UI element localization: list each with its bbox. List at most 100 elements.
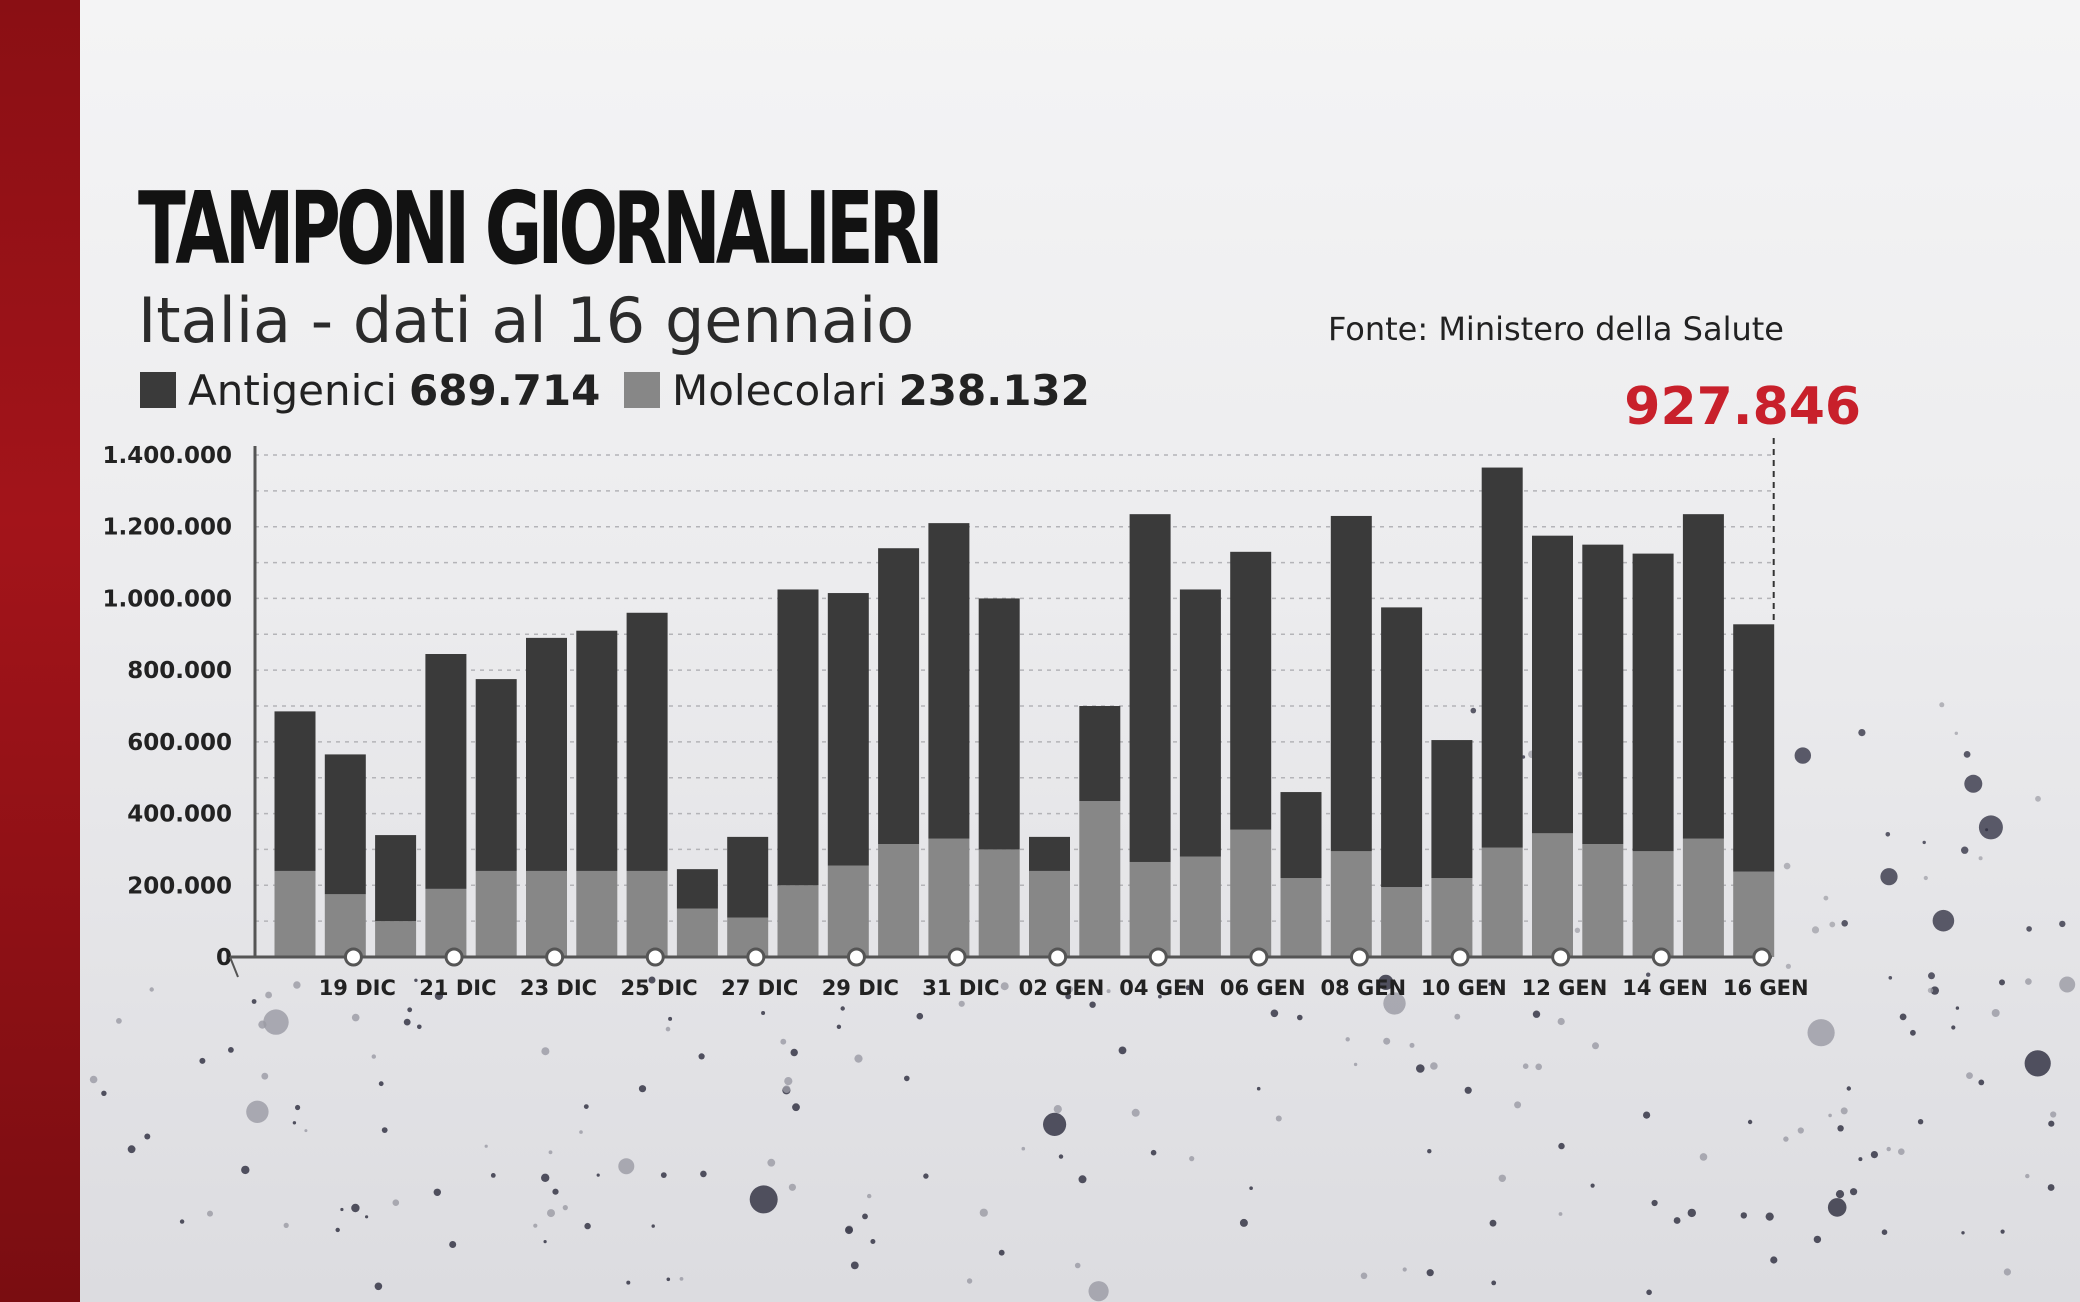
background-dot bbox=[261, 1072, 269, 1080]
background-dot bbox=[374, 1282, 383, 1291]
background-dot bbox=[1065, 993, 1072, 1000]
x-tick-label: 04 GEN bbox=[1119, 976, 1205, 1000]
y-tick-label: 200.000 bbox=[127, 873, 232, 899]
bar-molecolari-16-gen bbox=[1733, 871, 1775, 957]
background-dot bbox=[1772, 989, 1777, 994]
x-tick-marker bbox=[545, 947, 565, 967]
bar-antigenici-24-dic bbox=[576, 630, 618, 871]
background-dot bbox=[1673, 1217, 1681, 1224]
bar-antigenici-12-gen bbox=[1532, 535, 1573, 834]
x-tick-marker bbox=[343, 947, 363, 967]
background-dot bbox=[867, 1193, 872, 1199]
background-dot bbox=[1991, 1009, 2000, 1017]
background-dot bbox=[1978, 1079, 1985, 1086]
bar-antigenici-27-dic bbox=[727, 836, 769, 918]
background-dot bbox=[700, 1170, 707, 1178]
legend-label-antigenici: Antigenici bbox=[188, 365, 398, 415]
background-dot bbox=[283, 1222, 289, 1228]
bar-molecolari-01-gen bbox=[978, 849, 1020, 957]
background-dot bbox=[1917, 1119, 1924, 1125]
background-dot bbox=[1574, 927, 1581, 933]
bar-molecolari-04-gen bbox=[1129, 861, 1171, 957]
background-dot bbox=[904, 1075, 910, 1082]
bar-antigenici-05-gen bbox=[1179, 589, 1221, 857]
y-tick-label: 1.400.000 bbox=[103, 443, 233, 469]
legend-swatch-antigenici bbox=[140, 372, 176, 408]
y-tick-label: 0 bbox=[216, 945, 232, 971]
legend-item-antigenici: Antigenici 689.714 bbox=[140, 365, 600, 415]
background-dot bbox=[1794, 747, 1812, 764]
background-dot bbox=[1078, 1175, 1087, 1184]
background-dot bbox=[1846, 1086, 1852, 1091]
background-dot bbox=[371, 1054, 376, 1059]
background-dot bbox=[1535, 1063, 1542, 1071]
background-dot bbox=[2035, 795, 2041, 802]
chart-axes bbox=[229, 446, 1772, 978]
background-dot bbox=[1430, 1062, 1438, 1070]
bar-antigenici-18-dic bbox=[274, 711, 316, 871]
bar-antigenici-16-gen bbox=[1733, 624, 1775, 872]
background-dot bbox=[533, 1223, 538, 1228]
x-tick-marker bbox=[1450, 947, 1470, 967]
background-dot bbox=[1961, 1231, 1965, 1235]
bar-antigenici-13-gen bbox=[1582, 544, 1624, 845]
background-dot bbox=[1383, 992, 1406, 1015]
background-dot bbox=[1053, 1105, 1062, 1114]
background-dot bbox=[1840, 1107, 1848, 1115]
x-tick-label: 25 DIC bbox=[620, 976, 697, 1000]
background-dot bbox=[584, 1222, 591, 1230]
background-dot bbox=[433, 1188, 441, 1197]
x-tick-marker bbox=[1349, 947, 1369, 967]
background-dot bbox=[490, 1173, 496, 1178]
legend-label-molecolari: Molecolari bbox=[672, 365, 887, 415]
background-dot bbox=[547, 1209, 555, 1218]
x-tick-label: 27 DIC bbox=[721, 976, 798, 1000]
background-dot bbox=[1930, 986, 1940, 995]
background-dot bbox=[1514, 1101, 1522, 1109]
background-dot bbox=[1870, 1151, 1878, 1159]
background-dot bbox=[1416, 1064, 1425, 1073]
background-dot bbox=[1928, 972, 1935, 980]
background-dot bbox=[417, 1024, 422, 1030]
last-value-callout: 927.846 bbox=[1624, 377, 1861, 621]
background-dot bbox=[850, 1261, 859, 1270]
background-dot bbox=[788, 1183, 797, 1191]
background-dot bbox=[1270, 1009, 1279, 1018]
bar-molecolari-31-dic bbox=[928, 838, 970, 957]
chart-subtitle: Italia - dati al 16 gennaio bbox=[138, 284, 915, 357]
background-dot bbox=[1427, 1149, 1432, 1154]
bar-molecolari-05-gen bbox=[1179, 856, 1221, 957]
bar-molecolari-24-dic bbox=[576, 870, 618, 957]
background-dot bbox=[1823, 895, 1829, 901]
background-dot bbox=[2003, 1268, 2011, 1276]
background-dot bbox=[116, 1018, 122, 1024]
background-dot bbox=[1954, 731, 1959, 735]
background-dot bbox=[1074, 1262, 1081, 1269]
background-dot bbox=[1811, 926, 1820, 934]
y-tick-label: 1.000.000 bbox=[103, 586, 233, 612]
background-dot bbox=[1491, 1280, 1497, 1286]
background-dot bbox=[1646, 1289, 1652, 1296]
background-dot bbox=[660, 1172, 667, 1178]
x-tick-label: 12 GEN bbox=[1522, 976, 1608, 1000]
background-dot bbox=[979, 1208, 988, 1217]
background-dot bbox=[1256, 1086, 1261, 1091]
background-dot bbox=[784, 1077, 793, 1086]
bar-molecolari-02-gen bbox=[1029, 870, 1070, 957]
background-dot bbox=[241, 1165, 250, 1175]
background-dot bbox=[1880, 868, 1898, 886]
background-dot bbox=[1058, 1154, 1064, 1159]
background-dot bbox=[1927, 987, 1934, 994]
background-dot bbox=[1740, 1212, 1748, 1219]
background-dot bbox=[1592, 1042, 1599, 1050]
background-dot bbox=[1158, 994, 1162, 999]
chart-title: TAMPONI GIORNALIERI bbox=[138, 170, 944, 287]
background-dot bbox=[1899, 1013, 1907, 1021]
bar-molecolari-19-dic bbox=[324, 894, 366, 957]
background-dot bbox=[1590, 1183, 1595, 1188]
background-dot bbox=[2048, 1120, 2055, 1127]
bar-antigenici-30-dic bbox=[878, 548, 920, 845]
background-dot bbox=[149, 987, 154, 992]
background-dot bbox=[1828, 1113, 1832, 1118]
bar-antigenici-14-gen bbox=[1632, 553, 1674, 852]
